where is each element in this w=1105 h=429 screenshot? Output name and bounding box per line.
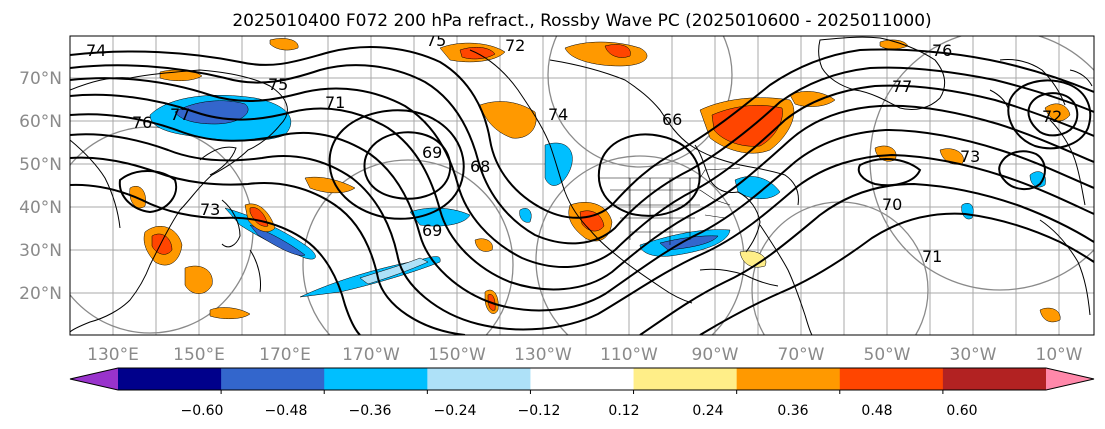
colorbar-tick-labels: −0.60 −0.48 −0.36 −0.24 −0.12 0.12 0.24 … xyxy=(181,403,978,419)
lon-label: 90°W xyxy=(692,345,739,365)
lon-label: 130°E xyxy=(87,345,139,365)
contour-label: 73 xyxy=(960,147,980,166)
lat-label: 20°N xyxy=(19,284,62,304)
lon-label: 170°W xyxy=(342,345,400,365)
contour-label: 74 xyxy=(548,105,568,124)
contour-label: 77 xyxy=(170,105,190,124)
latitude-labels: 70°N 60°N 50°N 40°N 30°N 20°N xyxy=(19,69,62,304)
contour-label: 71 xyxy=(325,93,345,112)
contour-label: 73 xyxy=(200,200,220,219)
contour-label: 71 xyxy=(922,247,942,266)
colorbar-extend-low xyxy=(70,368,118,390)
contour-label: 69 xyxy=(422,221,442,240)
height-contours xyxy=(70,46,1094,335)
lon-label: 110°W xyxy=(600,345,658,365)
figure-title: 2025010400 F072 200 hPa refract., Rossby… xyxy=(232,11,931,31)
contour-label: 70 xyxy=(882,195,902,214)
lon-label: 130°W xyxy=(514,345,572,365)
contour-label: 76 xyxy=(132,113,152,132)
contour-label: 76 xyxy=(932,41,952,60)
colorbar xyxy=(69,367,1095,394)
map-panel: 74 76 77 75 72 76 77 72 68 73 69 66 69 7… xyxy=(69,31,1095,336)
colorbar-segment xyxy=(221,368,325,390)
colorbar-tick-label: 0.24 xyxy=(692,403,723,419)
colorbar-tick-label: 0.48 xyxy=(861,403,892,419)
contour-label: 72 xyxy=(1042,107,1062,126)
lon-label: 150°W xyxy=(428,345,486,365)
colorbar-segment xyxy=(530,368,635,390)
contour-label: 74 xyxy=(86,41,106,60)
contour-label: 69 xyxy=(422,143,442,162)
colorbar-segment xyxy=(633,368,738,390)
lon-label: 150°E xyxy=(173,345,225,365)
colorbar-tick-label: 0.60 xyxy=(946,403,977,419)
colorbar-segment xyxy=(942,368,1047,390)
lat-label: 40°N xyxy=(19,198,62,218)
colorbar-tick-label: −0.24 xyxy=(434,403,477,419)
contour-label: 75 xyxy=(426,31,446,50)
contour-label: 66 xyxy=(662,110,682,129)
colorbar-segment xyxy=(736,368,841,390)
contour-labels: 74 76 77 75 72 76 77 72 68 73 69 66 69 7… xyxy=(86,31,1062,266)
colorbar-tick-label: 0.12 xyxy=(608,403,639,419)
contour-label: 72 xyxy=(505,36,525,55)
colorbar-segment xyxy=(324,368,428,390)
lon-label: 70°W xyxy=(778,345,825,365)
lon-label: 10°W xyxy=(1036,345,1083,365)
colorbar-segment xyxy=(427,368,531,390)
colorbar-tick-label: −0.36 xyxy=(349,403,392,419)
contour-label: 68 xyxy=(470,157,490,176)
lat-label: 30°N xyxy=(19,241,62,261)
colorbar-extend-high xyxy=(1046,368,1094,390)
lat-label: 50°N xyxy=(19,155,62,175)
lon-label: 30°W xyxy=(950,345,997,365)
longitude-labels: 130°E 150°E 170°E 170°W 150°W 130°W 110°… xyxy=(87,345,1083,365)
colorbar-tick-label: −0.60 xyxy=(181,403,224,419)
contour-label: 77 xyxy=(892,77,912,96)
contour-label: 75 xyxy=(268,75,288,94)
colorbar-outline xyxy=(69,367,1095,391)
lat-label: 70°N xyxy=(19,69,62,89)
colorbar-segment xyxy=(118,368,222,390)
lat-label: 60°N xyxy=(19,112,62,132)
colorbar-segment xyxy=(839,368,944,390)
lon-label: 170°E xyxy=(259,345,311,365)
colorbar-tick-label: 0.36 xyxy=(777,403,808,419)
colorbar-tick-label: −0.12 xyxy=(518,403,561,419)
colorbar-tick-label: −0.48 xyxy=(265,403,308,419)
lon-label: 50°W xyxy=(864,345,911,365)
